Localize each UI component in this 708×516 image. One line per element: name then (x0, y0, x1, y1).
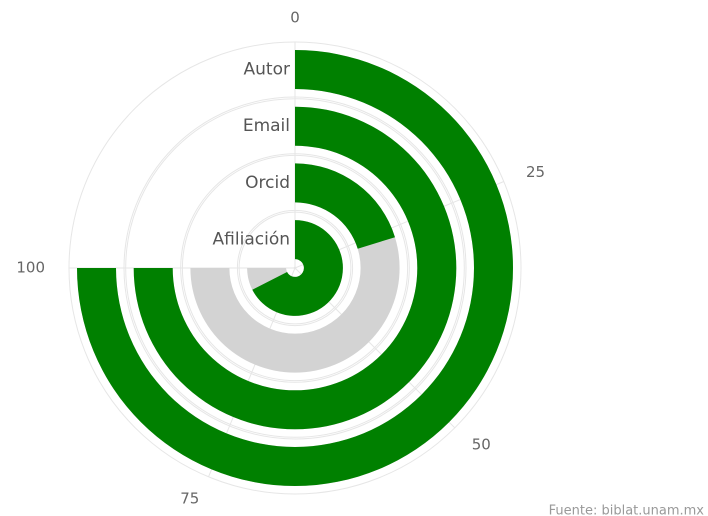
tick-label: 75 (180, 489, 199, 507)
tick-label: 50 (472, 435, 491, 453)
bar (252, 220, 343, 316)
tick-label: 100 (16, 259, 45, 277)
tick-label: 0 (290, 9, 300, 27)
tick-label: 25 (526, 163, 545, 181)
credits: Fuente: biblat.unam.mx (549, 504, 705, 516)
category-label: Autor (244, 60, 290, 80)
category-label: Orcid (245, 173, 290, 193)
bar (295, 163, 395, 249)
category-label: Email (243, 116, 290, 136)
category-label: Afiliación (213, 230, 290, 250)
